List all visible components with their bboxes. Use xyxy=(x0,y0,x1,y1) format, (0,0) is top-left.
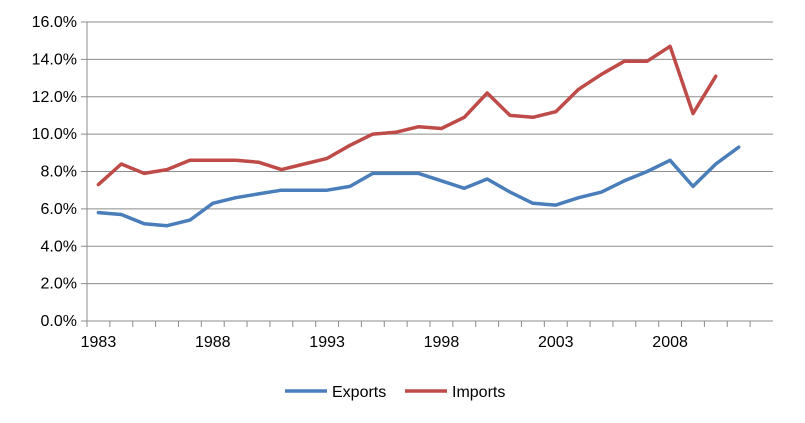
axes: 0.0% 2.0% 4.0% 6.0% 8.0% 10.0% 12.0% 14.0% 16.0%… xyxy=(32,14,773,351)
legend-label-imports: Imports xyxy=(452,384,505,401)
series-line-imports xyxy=(96,44,718,187)
x-tick-label: 1988 xyxy=(195,334,231,351)
x-tick-label: 1998 xyxy=(424,334,460,351)
series-line-exports xyxy=(96,145,741,228)
gridlines xyxy=(87,21,773,285)
x-tick-label: 1983 xyxy=(81,334,117,351)
x-tick-label: 2008 xyxy=(652,334,688,351)
y-tick-label: 0.0% xyxy=(41,313,77,330)
y-tick-label: 6.0% xyxy=(41,201,77,218)
legend: Exports Imports xyxy=(285,384,505,401)
x-tick-label: 1993 xyxy=(309,334,345,351)
y-tick-label: 2.0% xyxy=(41,276,77,293)
y-tick-label: 14.0% xyxy=(32,51,77,68)
y-tick-label: 12.0% xyxy=(32,89,77,106)
y-tick-label: 10.0% xyxy=(32,126,77,143)
x-tick-label: 2003 xyxy=(538,334,574,351)
series-lines xyxy=(96,44,741,228)
y-tick-label: 8.0% xyxy=(41,164,77,181)
legend-label-exports: Exports xyxy=(332,384,386,401)
y-tick-label: 16.0% xyxy=(32,14,77,31)
y-tick-label: 4.0% xyxy=(41,238,77,255)
